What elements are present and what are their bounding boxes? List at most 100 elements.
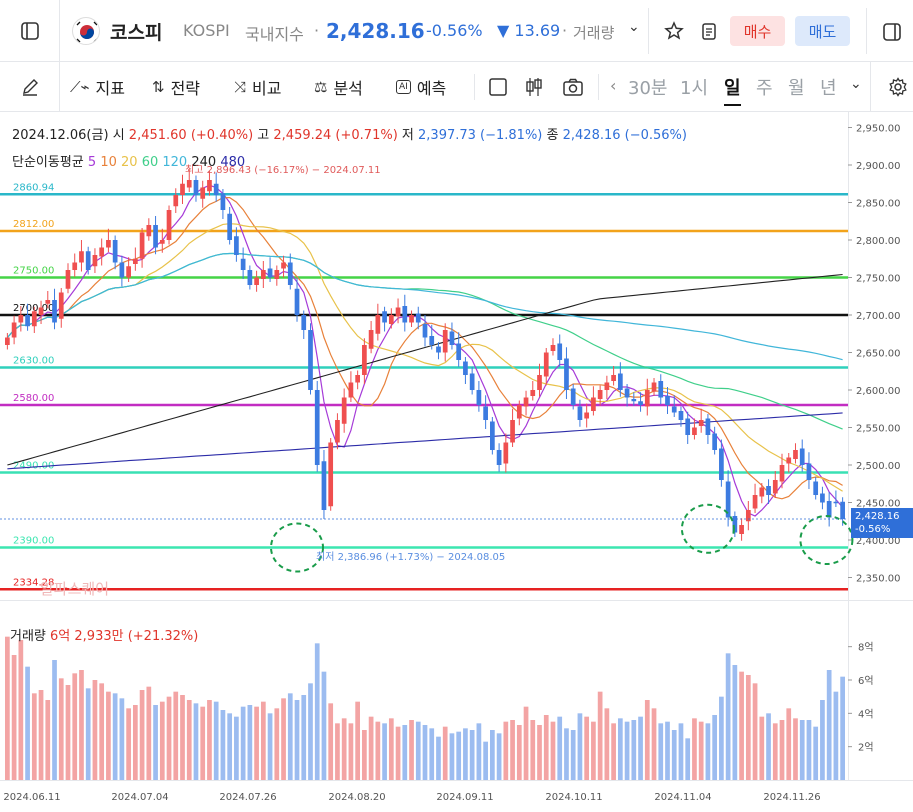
volume-bar	[799, 720, 805, 780]
compare-button[interactable]: ⤨ 비교	[234, 78, 282, 98]
candle-body	[355, 375, 360, 383]
candle-body	[193, 180, 199, 195]
volume-bar	[793, 718, 798, 780]
candle-body	[597, 390, 603, 399]
timeframe-week[interactable]: 주	[756, 78, 773, 99]
volume-bar	[173, 691, 179, 780]
chevron-down-icon[interactable]: ⌄	[850, 76, 862, 92]
sidebar-icon	[20, 22, 39, 40]
volume-bar	[759, 716, 765, 780]
candle-body	[806, 463, 812, 480]
camera-icon[interactable]	[562, 77, 584, 97]
candle-body	[671, 406, 677, 413]
volume-bar	[106, 691, 111, 780]
candle-body	[173, 195, 179, 207]
chevron-down-icon[interactable]: ⌄	[628, 19, 640, 35]
level-label: 2390.00	[13, 536, 54, 547]
chevron-left-icon[interactable]: ‹	[610, 76, 617, 95]
volume-bar	[577, 713, 583, 780]
candlestick-icon[interactable]	[524, 76, 544, 98]
candle-body	[719, 448, 724, 480]
candle-body	[186, 180, 192, 188]
info-open: 2,451.60 (+0.40%)	[128, 128, 254, 143]
x-tick-label: 2024.09.11	[436, 792, 493, 803]
volume-bar	[200, 706, 206, 780]
square-icon[interactable]	[488, 77, 508, 97]
panel-toggle-icon[interactable]	[882, 22, 902, 42]
strategy-button[interactable]: ⇅ 전략	[152, 78, 201, 98]
candle-body	[685, 418, 691, 435]
volume-tick-label: 6억	[858, 675, 874, 687]
info-close: 2,428.16 (−0.56%)	[562, 128, 687, 143]
memo-icon[interactable]	[699, 21, 719, 41]
candle-body	[395, 307, 401, 317]
star-icon[interactable]	[664, 21, 684, 41]
indicator-button[interactable]: ⟋⌁ 지표	[70, 78, 125, 98]
volume-bar	[725, 653, 731, 780]
timeframe-year[interactable]: 년	[820, 78, 837, 99]
timeframe-1h[interactable]: 1시	[680, 78, 709, 99]
info-low: 2,397.73 (−1.81%)	[418, 128, 543, 143]
volume-bar	[591, 721, 596, 780]
volume-bar	[79, 670, 84, 780]
volume-bar	[476, 723, 482, 780]
candle-body	[793, 450, 798, 459]
buy-button[interactable]: 매수	[730, 16, 785, 46]
candle-body	[207, 180, 212, 192]
candle-body	[725, 481, 731, 518]
volume-bar	[213, 701, 219, 780]
ai-icon: AI	[396, 80, 411, 94]
candle-body	[200, 187, 206, 199]
volume-bar	[260, 701, 266, 780]
low-circle-marker	[270, 522, 325, 573]
price-chart[interactable]: 2,950.00 2,900.00 2,850.00 2,800.00 2,750.00…	[0, 112, 913, 812]
candle-body	[510, 420, 515, 443]
volume-bar	[18, 640, 24, 780]
volume-bar	[537, 725, 542, 780]
candle-body	[18, 315, 24, 323]
volume-bar	[772, 723, 778, 780]
volume-bar	[597, 691, 603, 780]
candle-body	[550, 345, 556, 351]
level-label: 2630.00	[13, 356, 54, 367]
volume-bar	[153, 705, 158, 780]
volume-bar	[651, 708, 657, 780]
volume-bar	[267, 713, 273, 780]
level-label: 2860.94	[13, 182, 54, 193]
volume-bar	[409, 720, 414, 780]
volume-bar	[483, 741, 488, 780]
timeframe-day[interactable]: 일	[724, 62, 741, 112]
sell-button[interactable]: 매도	[795, 16, 850, 46]
analysis-button[interactable]: ⚖ 분석	[314, 78, 363, 98]
timeframe-30min[interactable]: 30분	[628, 78, 668, 99]
candle-body	[766, 486, 771, 495]
ma240-line	[7, 273, 843, 466]
candle-body	[624, 388, 630, 398]
timeframe-month[interactable]: 월	[788, 78, 805, 99]
change-amount: ▼ 13.69	[497, 21, 561, 40]
level-label: 2812.00	[13, 219, 54, 230]
volume-bar	[321, 671, 327, 780]
predict-button[interactable]: AI 예측	[396, 62, 446, 112]
candle-body	[52, 300, 57, 323]
volume-bar	[227, 713, 233, 780]
info-date: 2024.12.06(금)	[12, 128, 109, 143]
candle-body	[543, 352, 549, 377]
y-tick-label: 2,650.00	[856, 349, 901, 360]
volume-bar	[38, 690, 44, 780]
level-label: 2580.00	[13, 393, 54, 404]
volume-bar	[826, 670, 832, 780]
candle-body	[11, 322, 17, 338]
ohlc-info: 2024.12.06(금) 시 2,451.60 (+0.40%) 고 2,45…	[12, 128, 687, 143]
candle-body	[166, 210, 172, 240]
candle-body	[180, 183, 185, 195]
gear-icon[interactable]	[888, 77, 908, 97]
sidebar-toggle-button[interactable]	[0, 0, 60, 62]
draw-button[interactable]	[0, 62, 60, 112]
candle-body	[287, 262, 293, 285]
candle-body	[328, 442, 334, 507]
candle-body	[85, 251, 91, 270]
ma-60: 60	[141, 155, 159, 170]
candle-body	[712, 433, 718, 450]
candle-body	[362, 345, 367, 375]
